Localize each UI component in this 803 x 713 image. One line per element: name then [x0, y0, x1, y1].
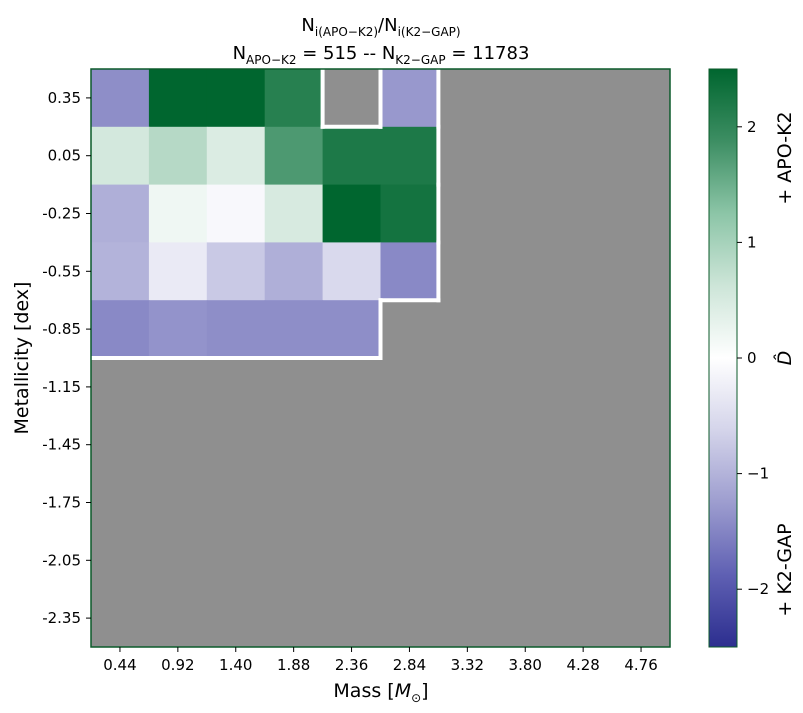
- heatmap-cell: [322, 300, 382, 359]
- heatmap-cell: [148, 242, 208, 301]
- heatmap-cell: [322, 242, 382, 301]
- x-tick-label: 0.44: [103, 656, 136, 674]
- heatmap-cell: [380, 69, 439, 128]
- colorbar-tick-label: 2: [747, 118, 757, 136]
- heatmap-cell: [148, 300, 208, 359]
- y-tick-label: 0.35: [48, 89, 81, 107]
- heatmap-cell: [264, 242, 324, 301]
- y-tick-label: -2.05: [42, 551, 81, 569]
- colorbar-top-label: + APO-K2: [774, 111, 796, 204]
- x-tick-label: 4.28: [566, 656, 599, 674]
- x-tick-label: 3.32: [451, 656, 484, 674]
- y-tick-label: -1.75: [42, 494, 81, 512]
- heatmap-cell: [91, 300, 150, 359]
- y-tick-label: -0.25: [42, 205, 81, 223]
- heatmap-cell: [206, 126, 266, 186]
- heatmap-cell: [148, 126, 208, 186]
- colorbar-tick-label: 1: [747, 233, 757, 251]
- x-tick-label: 4.76: [624, 656, 657, 674]
- heatmap-cell: [264, 126, 324, 186]
- y-tick-label: 0.05: [48, 147, 81, 165]
- heatmap-cell: [380, 126, 439, 186]
- heatmap-cell: [206, 184, 266, 243]
- chart-title-line1: Ni(APO−K2)/Ni(K2−GAP): [301, 15, 460, 39]
- y-axis-label: Metallicity [dex]: [11, 282, 33, 435]
- heatmap-cell: [91, 69, 150, 128]
- y-tick-label: -1.45: [42, 436, 81, 454]
- heatmap-cell: [91, 242, 150, 301]
- heatmap-cell: [91, 126, 150, 186]
- heatmap-cell: [206, 300, 266, 359]
- colorbar-ticks: −2 −1 0 1 2: [737, 118, 769, 598]
- colorbar-tick-label: 0: [747, 349, 757, 367]
- plot-frame: [90, 68, 671, 648]
- y-tick-label: -0.85: [42, 320, 81, 338]
- heatmap-cell: [322, 184, 382, 243]
- x-tick-label: 1.40: [219, 656, 252, 674]
- y-tick-label: -2.35: [42, 609, 81, 627]
- heatmap-cell: [264, 184, 324, 243]
- x-axis-ticks: 0.44 0.92 1.40 1.88 2.36 2.84 3.32 3.80 4.28 4.76: [103, 647, 658, 674]
- colorbar-tick-label: −1: [747, 465, 769, 483]
- heatmap-cell: [264, 69, 324, 128]
- y-tick-label: -0.55: [42, 262, 81, 280]
- cell-borders: [89, 67, 441, 360]
- colorbar-bottom-label: + K2-GAP: [774, 523, 796, 616]
- heatmap-cell: [148, 69, 208, 128]
- colorbar-label: D̂: [774, 351, 796, 366]
- y-tick-label: -1.15: [42, 378, 81, 396]
- heatmap-cell: [206, 69, 266, 128]
- x-axis-label: Mass [M⊙]: [333, 680, 428, 705]
- heatmap-cell: [264, 300, 324, 359]
- x-tick-label: 3.80: [509, 656, 542, 674]
- chart-title-line2: NAPO−K2 = 515 -- NK2−GAP = 11783: [233, 43, 530, 67]
- x-tick-label: 2.84: [393, 656, 426, 674]
- heatmap-cell: [380, 242, 439, 301]
- x-tick-label: 1.88: [277, 656, 310, 674]
- x-tick-label: 2.36: [335, 656, 368, 674]
- heatmap-cell: [91, 184, 150, 243]
- colorbar: [708, 68, 738, 648]
- heatmap-cell: [148, 184, 208, 243]
- heatmap-cell: [322, 126, 382, 186]
- heatmap-cell: [380, 184, 439, 243]
- y-axis-ticks: 0.35 0.05 -0.25 -0.55 -0.85 -1.15 -1.45 -1.75 -2…: [42, 89, 91, 627]
- heatmap-cell: [206, 242, 266, 301]
- colorbar-tick-label: −2: [747, 580, 769, 598]
- x-tick-label: 0.92: [161, 656, 194, 674]
